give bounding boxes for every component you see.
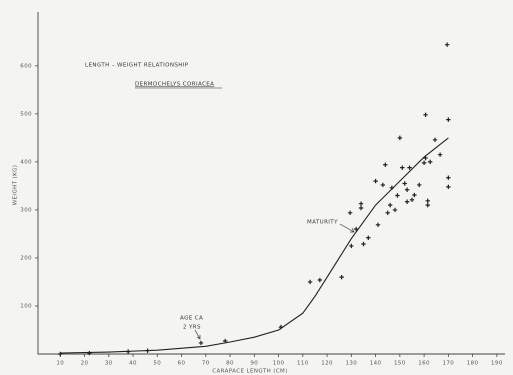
data-point (366, 235, 371, 240)
annotation: 2 YRS (183, 325, 201, 331)
x-tick-label: 40 (129, 361, 137, 367)
x-tick-label: 100 (273, 361, 285, 367)
x-axis-label: CARAPACE LENGTH (CM) (212, 369, 288, 375)
x-tick-label: 60 (178, 361, 186, 367)
y-tick-label: 200 (20, 255, 32, 261)
x-tick-label: 70 (202, 361, 210, 367)
data-point (432, 137, 438, 142)
data-point (307, 279, 313, 285)
x-tick-label: 160 (418, 361, 430, 367)
data-point (373, 178, 378, 184)
data-point (409, 197, 415, 203)
data-point (425, 198, 430, 203)
data-point (198, 340, 204, 346)
data-point (375, 222, 381, 228)
annotation-arrow (339, 223, 355, 233)
x-tick-label: 20 (81, 361, 89, 367)
data-point (347, 210, 353, 215)
data-point (417, 182, 422, 188)
annotation-arrow (194, 329, 201, 340)
x-tick-label: 50 (153, 361, 161, 367)
data-point (437, 152, 443, 157)
x-tick-label: 80 (226, 361, 234, 367)
data-point (423, 112, 428, 118)
data-point (444, 42, 450, 47)
y-axis-label: WEIGHT (KG) (13, 165, 19, 206)
data-point (412, 192, 417, 198)
y-tick-label: 500 (20, 111, 32, 117)
data-point (125, 349, 131, 354)
x-tick-label: 10 (56, 361, 64, 367)
data-point (389, 185, 395, 191)
data-point (317, 277, 322, 283)
data-point (358, 201, 364, 206)
data-point (58, 351, 63, 357)
data-point (407, 165, 412, 170)
axes (37, 12, 505, 355)
x-tick-label: 130 (345, 361, 357, 367)
chart-subtitle: DERMOCHELYS CORIACEA (135, 82, 214, 88)
data-point (145, 348, 150, 353)
data-point (392, 207, 398, 213)
x-tick-label: 150 (394, 361, 406, 367)
annotation: MATURITY (307, 220, 338, 226)
data-point (423, 155, 428, 161)
data-point (425, 202, 430, 208)
data-point (383, 162, 388, 167)
data-point (400, 165, 405, 170)
data-point (446, 175, 451, 180)
data-point (223, 338, 228, 344)
x-tick-label: 140 (370, 361, 382, 367)
fitted-curve (60, 137, 449, 354)
annotation: AGE CA (180, 316, 203, 322)
data-point (380, 182, 386, 188)
data-point (358, 205, 364, 211)
data-point (404, 187, 410, 192)
x-tick-label: 110 (297, 361, 309, 367)
data-point (397, 135, 403, 141)
data-point (404, 199, 410, 204)
x-tick-label: 120 (321, 361, 333, 367)
data-point (421, 160, 427, 166)
y-tick-label: 600 (20, 63, 32, 69)
data-point (387, 202, 393, 208)
data-point (395, 193, 400, 198)
y-tick-label: 300 (20, 207, 32, 213)
data-point (349, 243, 354, 249)
x-tick-label: 90 (250, 361, 258, 367)
data-point (339, 274, 344, 280)
chart-title: LENGTH – WEIGHT RELATIONSHIP (85, 63, 189, 69)
x-tick-label: 30 (105, 361, 113, 367)
data-point (385, 210, 390, 215)
data-point (353, 226, 359, 232)
data-point (87, 350, 92, 356)
data-point (446, 117, 451, 122)
data-point (402, 181, 407, 186)
data-point (361, 241, 366, 247)
data-point (427, 159, 433, 165)
data-point (446, 184, 451, 190)
x-tick-label: 170 (443, 361, 455, 367)
x-tick-label: 180 (467, 361, 479, 367)
x-tick-label: 190 (491, 361, 503, 367)
y-tick-label: 100 (20, 303, 32, 309)
data-point (278, 324, 284, 330)
y-tick-label: 400 (20, 159, 32, 165)
